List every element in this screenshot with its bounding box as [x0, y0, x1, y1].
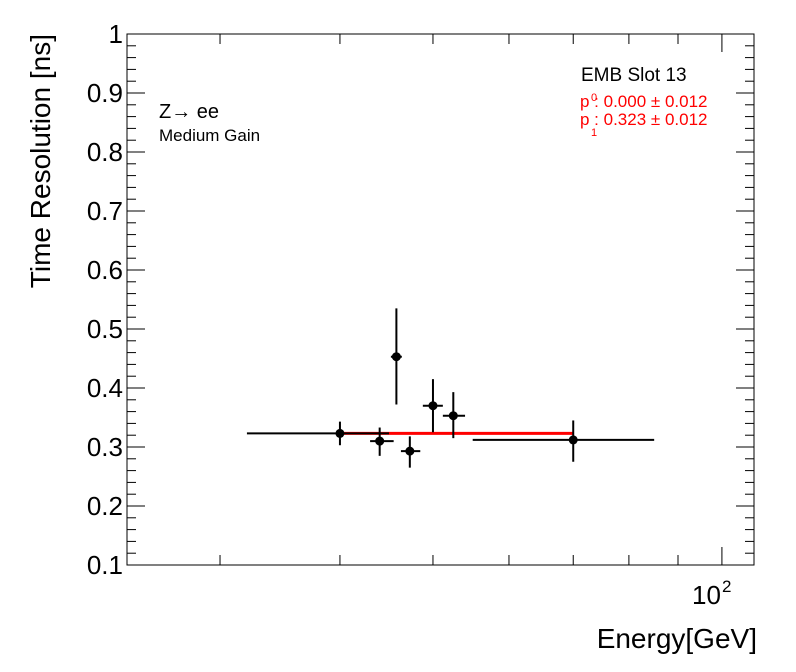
y-tick-label: 0.8	[87, 137, 123, 167]
data-marker	[568, 435, 578, 445]
data-marker	[375, 436, 385, 446]
data-points	[246, 308, 655, 468]
data-point-2	[370, 427, 394, 456]
x-tick-label-exponent: 2	[722, 577, 731, 596]
y-tick-label: 0.1	[87, 550, 123, 580]
slot-label: EMB Slot 13	[581, 65, 687, 86]
data-point-5	[422, 379, 443, 433]
data-marker	[405, 446, 415, 456]
y-tick-label: 0.4	[87, 373, 123, 403]
data-point-7	[472, 420, 655, 462]
y-tick-label: 0.3	[87, 432, 123, 462]
y-tick-label: 0.5	[87, 314, 123, 344]
y-axis: 0.1 0.2 0.3 0.4 0.5 0.6 0.7 0.8 0.9 1	[87, 19, 754, 580]
y-tick-label: 0.6	[87, 255, 123, 285]
y-tick-label: 1	[109, 19, 123, 49]
fit-p1-subscript: 1	[591, 127, 597, 139]
fit-p1-text: p : 0.323 ± 0.012	[580, 110, 707, 129]
data-point-1	[246, 421, 390, 446]
fit-parameter-p0: p : 0.000 ± 0.012 0	[580, 92, 707, 111]
fit-p0-text: p : 0.000 ± 0.012	[580, 92, 707, 111]
x-axis-title: Energy[GeV]	[597, 623, 757, 654]
gain-label: Medium Gain	[159, 126, 260, 145]
fit-p0-subscript: 0	[591, 92, 597, 104]
data-marker	[428, 401, 438, 411]
y-tick-label: 0.9	[87, 78, 123, 108]
x-tick-label-base: 10	[692, 580, 721, 610]
process-label: Z→ ee	[159, 101, 219, 123]
data-marker	[335, 428, 345, 438]
x-tick-label-100: 10 2	[692, 577, 731, 610]
y-axis-title: Time Resolution [ns]	[25, 34, 56, 288]
fit-parameter-p1: p : 0.323 ± 0.012 1	[580, 110, 707, 139]
data-point-6	[442, 392, 466, 439]
data-marker	[448, 411, 458, 421]
y-tick-label: 0.2	[87, 491, 123, 521]
plot-frame	[126, 33, 755, 566]
x-axis	[219, 34, 723, 565]
data-marker	[391, 352, 401, 362]
data-point-4	[400, 436, 421, 468]
y-tick-label: 0.7	[87, 196, 123, 226]
data-point-3	[390, 308, 402, 405]
